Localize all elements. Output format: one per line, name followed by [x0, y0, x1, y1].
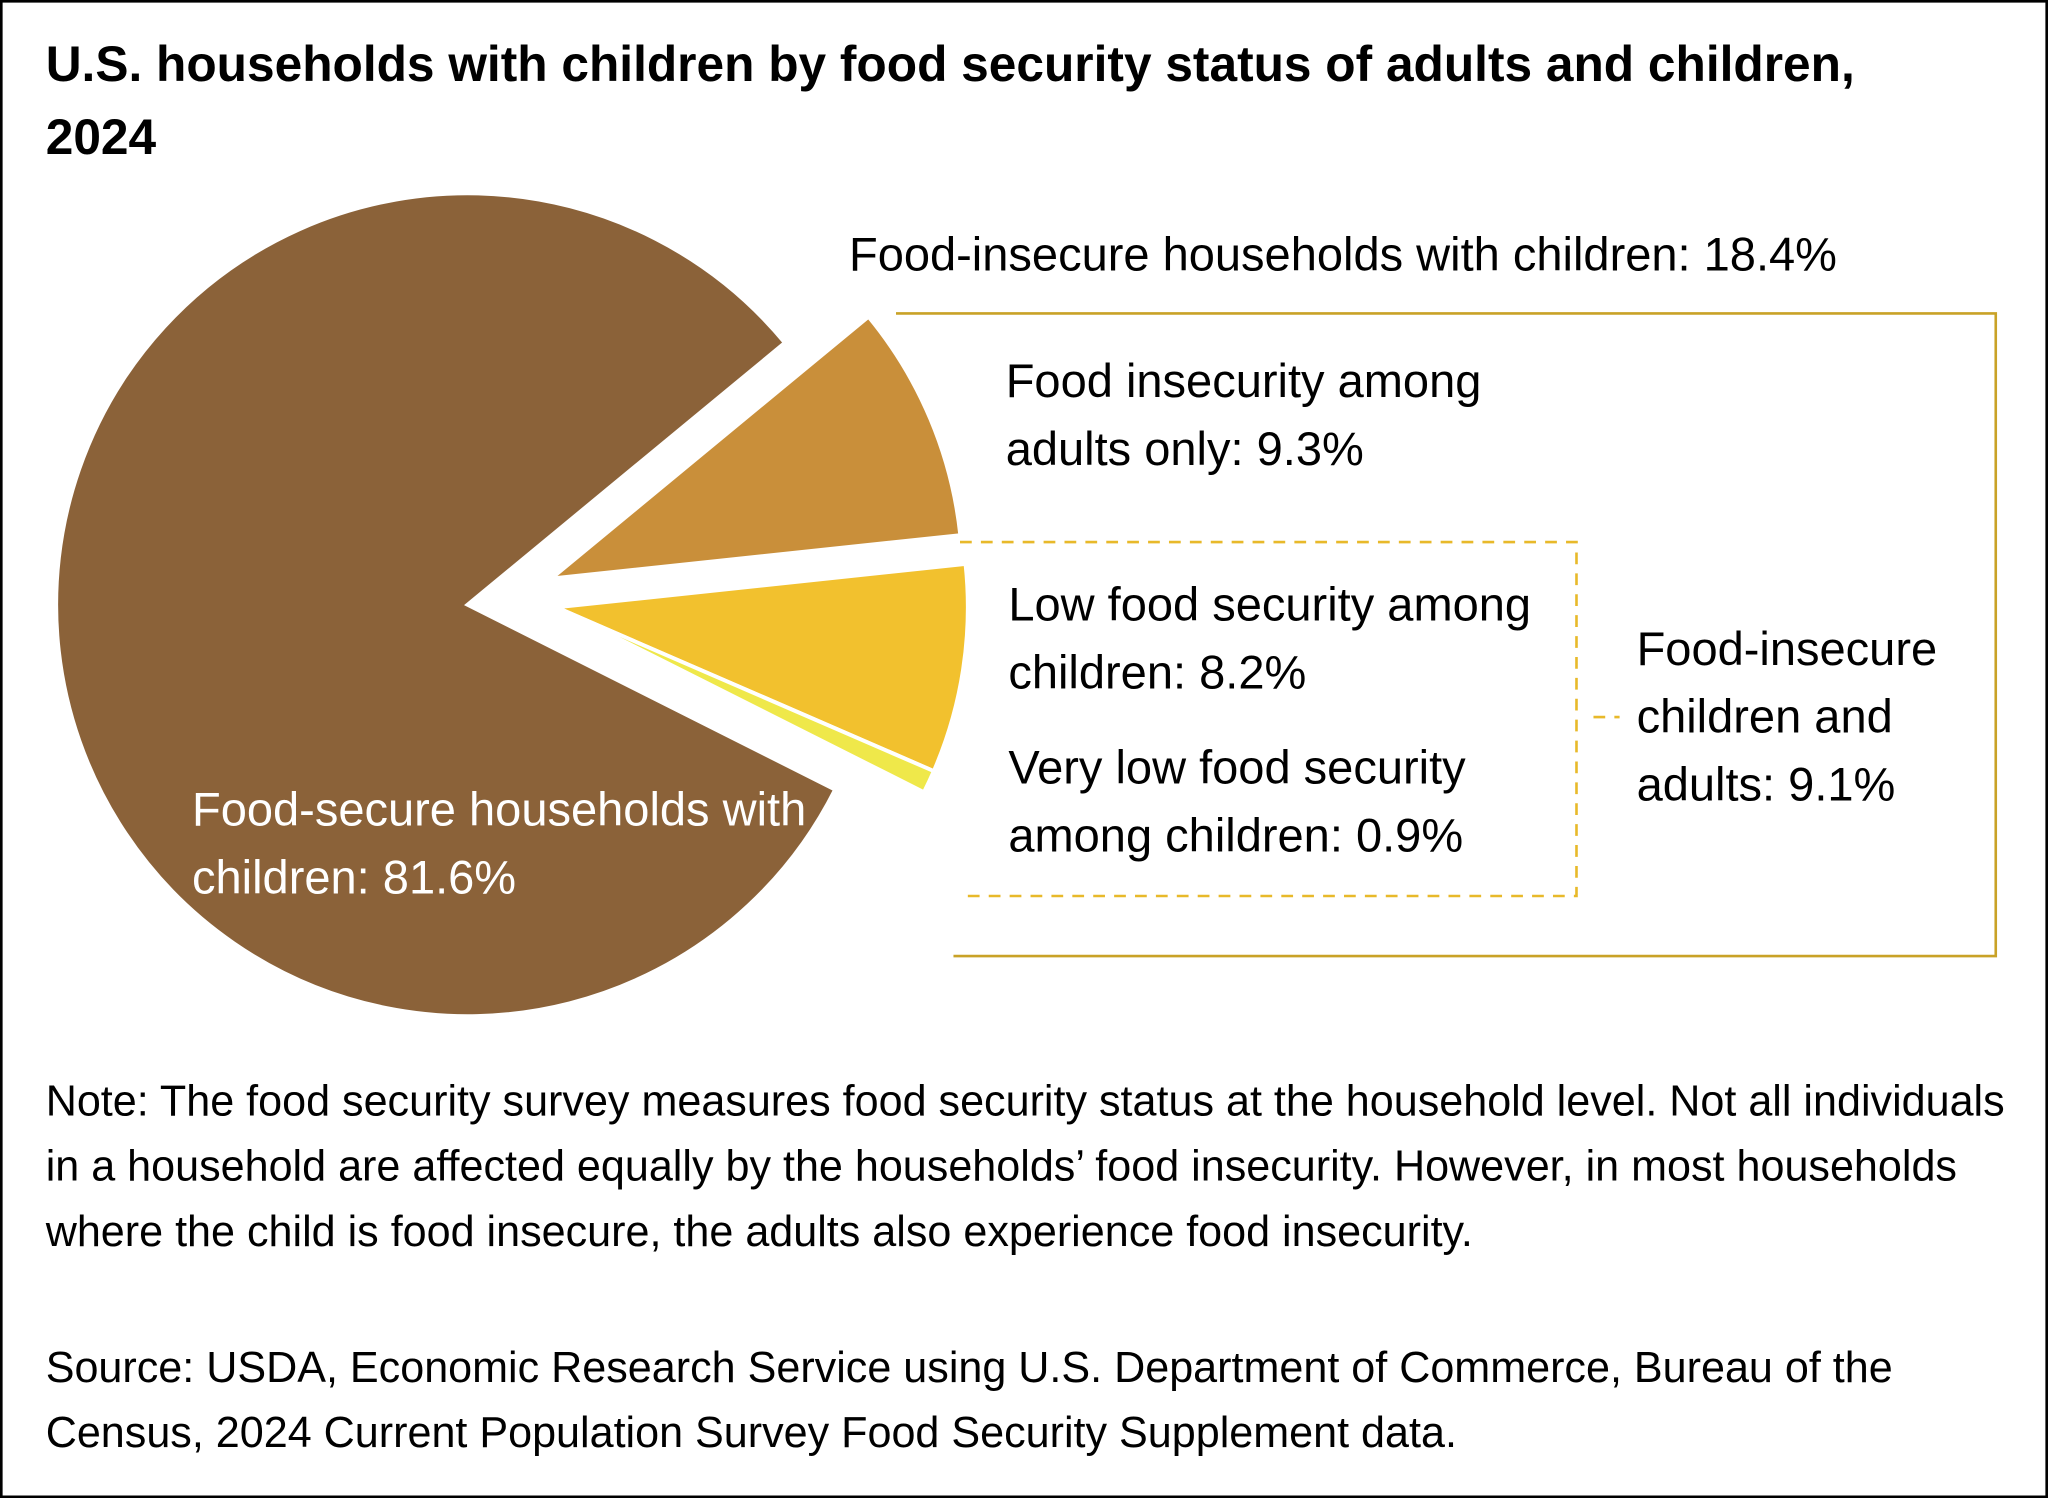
source: Source: USDA, Economic Research Service … [45, 1342, 1893, 1457]
group-label: Food-insecure children and adults: 9.1% [1636, 621, 1938, 812]
slice-label: Very low food security among children: 0… [1008, 740, 1466, 863]
slice-label: Food insecurity among adults only: 9.3% [1005, 353, 1482, 476]
slice-label: Low food security among children: 8.2% [1008, 577, 1532, 699]
pie-slice [544, 313, 963, 582]
group-bracket [895, 312, 1998, 958]
group-label: Food-insecure households with children: … [848, 227, 1837, 281]
pie-slice [548, 561, 970, 774]
chart-title: U.S. households with children by food se… [45, 37, 1855, 166]
slice-label: Food-secure households with children: 81… [191, 782, 807, 904]
pie-slice [54, 191, 838, 1019]
pie-slice [555, 605, 937, 795]
group-bracket [959, 540, 1620, 898]
note: Note: The food security survey measures … [45, 1076, 2005, 1256]
